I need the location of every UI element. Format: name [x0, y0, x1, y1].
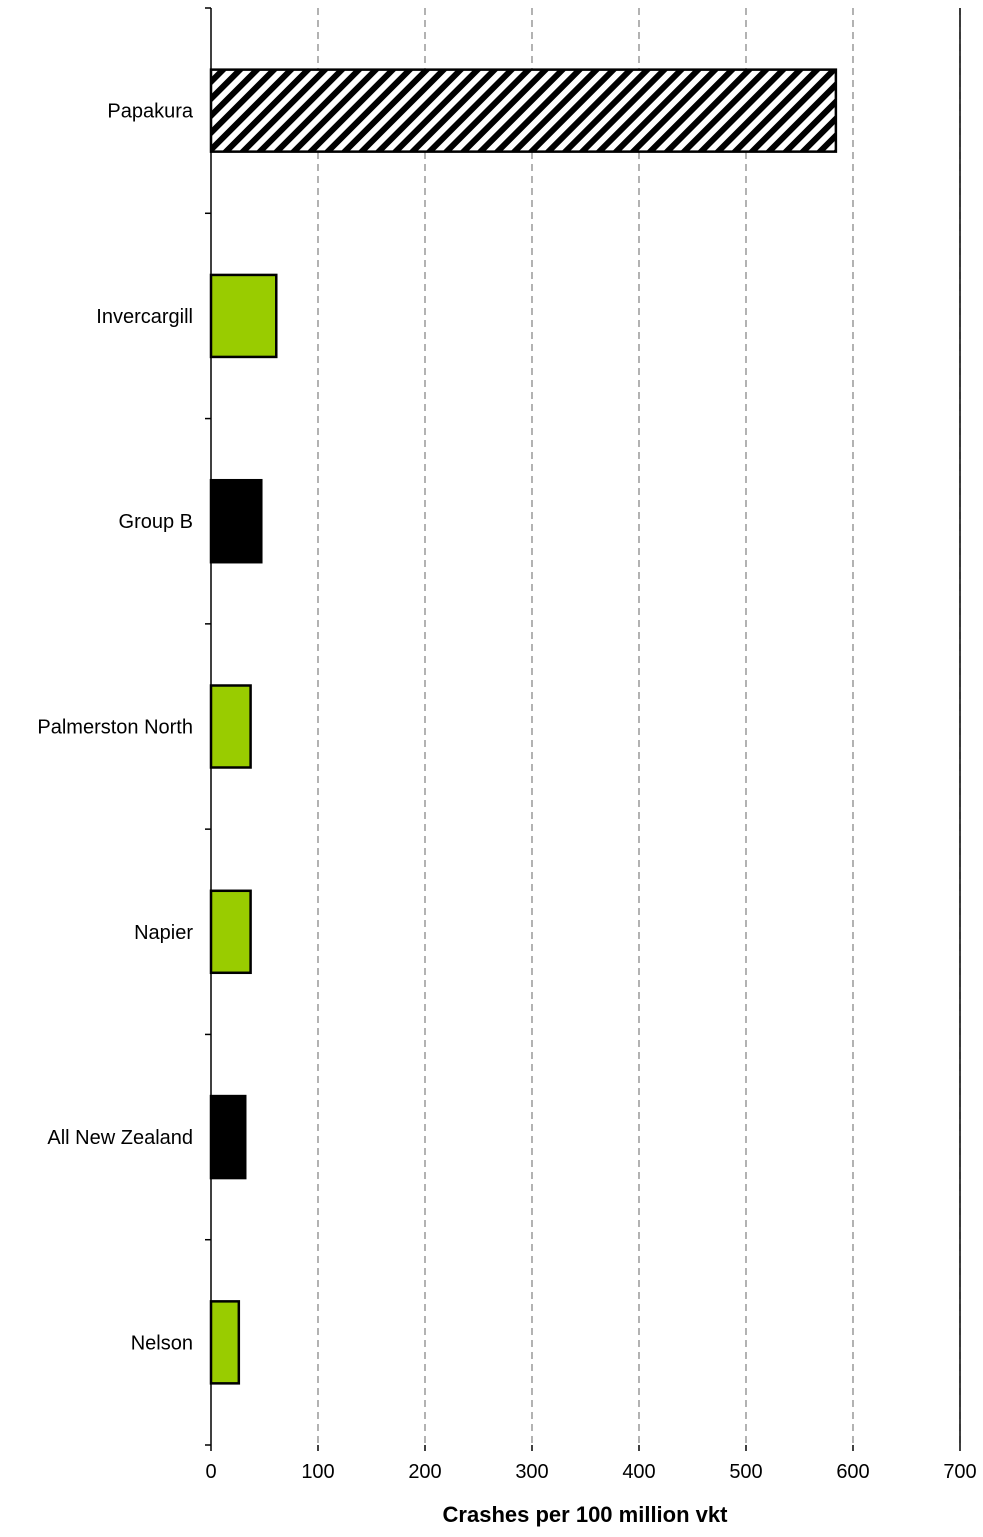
- x-tick-label-100: 100: [301, 1461, 334, 1483]
- bar-palmerston-north: [209, 684, 252, 769]
- category-label-palmerston-north: Palmerston North: [37, 717, 193, 739]
- bar-group-b: [209, 478, 263, 564]
- x-tick-label-0: 0: [205, 1461, 216, 1483]
- x-axis-title: Crashes per 100 million vkt: [443, 1502, 729, 1527]
- bar-napier: [209, 889, 252, 975]
- category-label-nelson: Nelson: [131, 1332, 193, 1354]
- x-tick-labels: 0 100 200 300 400 500 600 700: [205, 1461, 976, 1483]
- bar-invercargill: [209, 273, 278, 359]
- bar-papakura: [209, 68, 838, 153]
- bar-nelson: [209, 1300, 241, 1385]
- axes: [205, 7, 961, 1451]
- x-tick-label-200: 200: [408, 1461, 441, 1483]
- category-label-papakura: Papakura: [107, 101, 193, 123]
- x-tick-label-600: 600: [836, 1461, 869, 1483]
- x-tick-label-700: 700: [943, 1461, 976, 1483]
- x-tick-label-500: 500: [729, 1461, 762, 1483]
- x-tick-label-400: 400: [622, 1461, 655, 1483]
- category-label-all-new-zealand: All New Zealand: [47, 1127, 193, 1149]
- bars: [209, 68, 838, 1385]
- category-labels: Papakura Invercargill Group B Palmerston No…: [37, 101, 193, 1355]
- bar-all-new-zealand: [209, 1094, 247, 1180]
- x-tick-label-300: 300: [515, 1461, 548, 1483]
- gridlines: [317, 8, 961, 1445]
- category-label-invercargill: Invercargill: [96, 306, 193, 328]
- category-label-group-b: Group B: [119, 511, 193, 533]
- category-label-napier: Napier: [134, 922, 193, 944]
